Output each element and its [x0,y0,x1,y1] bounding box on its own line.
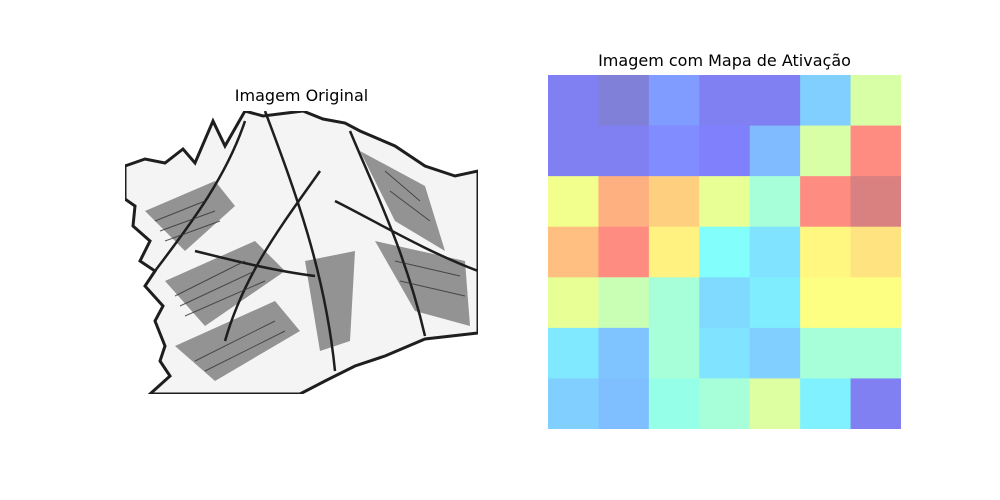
heatmap-cell-r2-c4 [749,176,801,228]
heatmap-cell-r2-c3 [699,176,751,228]
heatmap-cell-r3-c1 [598,226,650,278]
original-image-title: Imagem Original [234,86,369,105]
heatmap-cell-r3-c6 [850,226,901,278]
heatmap-cell-r3-c2 [648,226,700,278]
heatmap-cell-r5-c6 [850,327,901,379]
activation-heatmap [548,75,901,429]
heatmap-cell-r2-c5 [800,176,852,228]
heatmap-cell-r1-c2 [648,125,700,177]
heatmap-cell-r4-c0 [548,277,599,329]
heatmap-cell-r3-c5 [800,226,852,278]
heatmap-cell-r6-c2 [648,378,700,429]
heatmap-cell-r6-c3 [699,378,751,429]
heatmap-cell-r3-c4 [749,226,801,278]
heatmap-cell-r1-c3 [699,125,751,177]
heatmap-cell-r5-c2 [648,327,700,379]
heatmap-cell-r4-c5 [800,277,852,329]
heatmap-cell-r1-c0 [548,125,599,177]
heatmap-cell-r5-c0 [548,327,599,379]
heatmap-cell-r2-c6 [850,176,901,228]
heatmap-cell-r6-c0 [548,378,599,429]
heatmap-cell-r4-c3 [699,277,751,329]
heatmap-cell-r5-c1 [598,327,650,379]
heatmap-cell-r0-c4 [749,75,801,127]
heatmap-cell-r4-c2 [648,277,700,329]
heatmap-cell-r6-c6 [850,378,901,429]
heatmap-cell-r1-c1 [598,125,650,177]
heatmap-cell-r0-c3 [699,75,751,127]
heatmap-cell-r3-c0 [548,226,599,278]
heatmap-title: Imagem com Mapa de Ativação [598,51,851,70]
heatmap-cell-r2-c2 [648,176,700,228]
heatmap-cell-r0-c5 [800,75,852,127]
heatmap-cell-r0-c6 [850,75,901,127]
heatmap-cell-r0-c0 [548,75,599,127]
heatmap-cell-r5-c3 [699,327,751,379]
heatmap-cell-r4-c4 [749,277,801,329]
heatmap-cell-r1-c4 [749,125,801,177]
hatching [145,151,470,381]
wing-ribs [154,111,478,372]
heatmap-cell-r0-c2 [648,75,700,127]
heatmap-cell-r5-c5 [800,327,852,379]
heatmap-cell-r6-c5 [800,378,852,429]
heatmap-cell-r6-c1 [598,378,650,429]
heatmap-cell-r6-c4 [749,378,801,429]
heatmap-cell-r4-c6 [850,277,901,329]
fine-lines [154,170,466,372]
heatmap-cell-r5-c4 [749,327,801,379]
heatmap-cell-r3-c3 [699,226,751,278]
heatmap-cell-r2-c0 [548,176,599,228]
heatmap-cell-r1-c5 [800,125,852,177]
heatmap-cell-r0-c1 [598,75,650,127]
heatmap-cell-r1-c6 [850,125,901,177]
original-image [125,111,478,394]
heatmap-cell-r4-c1 [598,277,650,329]
heatmap-cell-r2-c1 [598,176,650,228]
